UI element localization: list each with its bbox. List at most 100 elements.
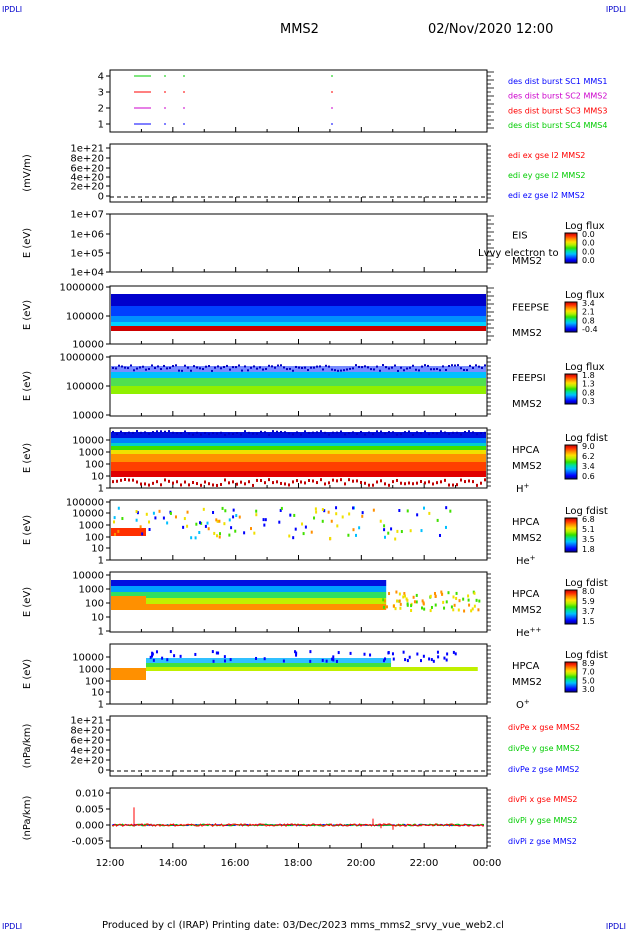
spectrogram-pixel — [480, 432, 482, 435]
spectrogram-pixel — [364, 433, 366, 436]
colorbar-tick-label: 9.0 — [582, 442, 595, 451]
spectrogram-pixel — [166, 521, 169, 525]
y-tick-label: 1000 — [79, 585, 104, 596]
y-tick-label: 1 — [98, 556, 104, 567]
spectrogram-pixel — [304, 481, 306, 485]
colorbar-tick-label: 1.3 — [582, 380, 595, 389]
spectrogram-pixel — [174, 515, 177, 519]
spectrogram-pixel — [450, 605, 453, 609]
spectrogram-pixel — [363, 652, 366, 656]
spectrogram-pixel — [329, 536, 332, 540]
spectrogram-pixel — [364, 481, 366, 485]
spectrogram-pixel — [152, 481, 154, 485]
panel-frame — [109, 643, 488, 705]
corner-label-br: IPDLI — [605, 922, 626, 931]
legend-entry: edi ez gse l2 MMS2 — [508, 191, 585, 200]
spectrogram-pixel — [280, 481, 282, 485]
colorbar-tick-label: 6.2 — [582, 452, 595, 461]
spectrogram-pixel — [152, 511, 155, 515]
spectrogram-pixel — [444, 478, 446, 482]
spectrogram-pixel — [460, 478, 462, 482]
spacecraft-label: MMS2 — [512, 605, 542, 616]
spectrogram-pixel — [200, 521, 203, 525]
spectrogram-pixel — [162, 516, 165, 520]
spectrogram-pixel — [228, 518, 231, 522]
spectrogram-pixel — [148, 432, 150, 435]
spectrogram-pixel — [398, 599, 401, 603]
y-tick-label: 1000000 — [59, 283, 104, 294]
spectrogram-pixel — [335, 659, 338, 663]
y-tick-label: 100 — [85, 599, 104, 610]
spectrogram-pixel — [202, 507, 205, 511]
colorbar-title: Log fdist — [565, 578, 608, 589]
spectrogram-pixel — [445, 368, 447, 371]
spectrogram-pixel — [256, 478, 258, 482]
spectrogram-pixel — [384, 432, 386, 435]
spectrogram-pixel — [412, 482, 414, 486]
spectrogram-pixel — [323, 509, 326, 513]
spectrogram-pixel — [304, 430, 306, 433]
spectrogram-pixel — [264, 481, 266, 485]
spectrogram-pixel — [166, 367, 168, 370]
spectrogram-pixel — [385, 605, 388, 609]
spectrogram-pixel — [279, 508, 282, 512]
x-tick-label: 22:00 — [410, 858, 439, 869]
y-tick-label: 6e+20 — [70, 736, 104, 747]
spectrogram-pixel — [346, 368, 348, 371]
spectrogram-pixel — [168, 430, 170, 433]
spectrogram-pixel — [229, 368, 231, 371]
spectrogram-pixel — [468, 603, 471, 607]
legend-entry: des dist burst SC3 MMS3 — [508, 106, 607, 115]
spectrogram-pixel — [204, 431, 206, 434]
spectrogram-pixel — [217, 651, 220, 655]
spectrogram-pixel — [336, 524, 339, 528]
spectrogram-pixel — [445, 600, 448, 604]
spectrogram-pixel — [309, 659, 312, 663]
spectrogram-pixel — [340, 369, 342, 372]
spectrogram-pixel — [396, 529, 399, 533]
spectrogram-pixel — [448, 483, 450, 487]
spectrogram-pixel — [451, 364, 453, 367]
spectrogram-pixel — [337, 651, 340, 655]
spectrogram-pixel — [337, 369, 339, 372]
spectrogram-pixel — [208, 482, 210, 486]
colorbar-tick-label: 1.8 — [582, 371, 595, 380]
y-tick-label: 100 — [85, 533, 104, 544]
spectrogram-pixel — [112, 366, 114, 369]
spectrogram-pixel — [161, 656, 164, 660]
spectrogram-pixel — [186, 524, 189, 528]
spectrogram-pixel — [289, 513, 292, 517]
spectrogram-pixel — [156, 480, 158, 484]
spectrogram-pixel — [192, 480, 194, 484]
legend-entry: divPe z gse MMS2 — [508, 765, 579, 774]
spectrogram-pixel — [248, 431, 250, 434]
legend-entry: des dist burst SC1 MMS1 — [508, 77, 607, 86]
spectrogram-pixel — [382, 659, 385, 663]
colorbar-title: Log flux — [565, 221, 605, 232]
spectrogram-pixel — [392, 480, 394, 484]
spectrogram-pixel — [433, 368, 435, 371]
spectrogram-pixel — [216, 519, 219, 523]
spectrogram-pixel — [328, 433, 330, 436]
spectrogram-pixel — [186, 510, 189, 514]
colorbar-tick-label: 0.8 — [582, 316, 595, 325]
spectrogram-band — [111, 598, 387, 604]
spectrogram-pixel — [224, 509, 227, 513]
spectrogram-pixel — [152, 658, 155, 662]
spectrogram-pixel — [352, 431, 354, 434]
spacecraft-label: MMS2 — [512, 328, 542, 339]
y-axis-label: E (eV) — [22, 515, 33, 545]
spectrogram-band — [111, 443, 486, 447]
spectrogram-pixel — [124, 478, 126, 482]
spectrogram-pixel — [268, 433, 270, 436]
spectrogram-pixel — [164, 430, 166, 433]
spectrogram-band — [111, 592, 387, 598]
colorbar-tick-label: 0.0 — [582, 256, 595, 265]
spectrogram-pixel — [132, 478, 134, 482]
spectrogram-pixel — [212, 510, 215, 514]
spectrogram-pixel — [156, 430, 158, 433]
colorbar-tick-label: 3.4 — [582, 299, 595, 308]
spectrogram-band — [111, 326, 486, 331]
spectrogram-pixel — [176, 432, 178, 435]
colorbar — [564, 661, 578, 693]
